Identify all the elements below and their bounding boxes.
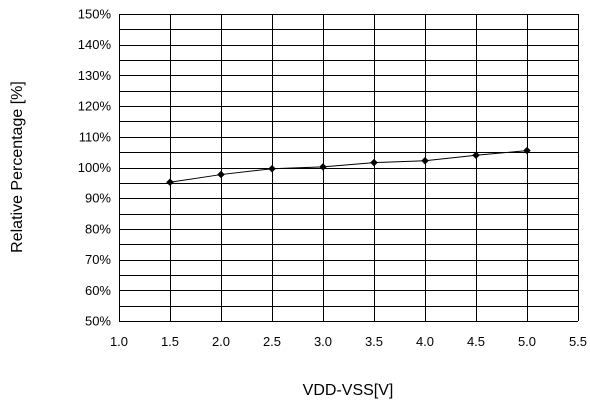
y-tick-label: 70% bbox=[85, 252, 111, 267]
x-tick-label: 1.0 bbox=[110, 334, 128, 349]
x-tick-label: 2.5 bbox=[263, 334, 281, 349]
x-tick-label: 2.0 bbox=[212, 334, 230, 349]
y-tick-label: 100% bbox=[78, 160, 112, 175]
x-axis-tick-labels: 1.0 1.5 2.0 2.5 3.0 3.5 4.0 4.5 5.0 5.5 bbox=[110, 334, 587, 349]
y-tick-label: 130% bbox=[78, 68, 112, 83]
y-axis-label: Relative Percentage [%] bbox=[9, 81, 26, 253]
x-tick-label: 1.5 bbox=[161, 334, 179, 349]
x-tick-label: 4.5 bbox=[467, 334, 485, 349]
x-tick-label: 5.5 bbox=[569, 334, 587, 349]
y-tick-label: 110% bbox=[79, 129, 112, 144]
series-line bbox=[169, 150, 528, 183]
y-tick-label: 120% bbox=[78, 99, 112, 114]
data-point bbox=[523, 146, 531, 155]
gridlines bbox=[119, 14, 579, 322]
x-tick-label: 3.5 bbox=[365, 334, 383, 349]
plot-area bbox=[119, 14, 578, 321]
data-point bbox=[268, 164, 276, 173]
y-tick-label: 140% bbox=[78, 37, 112, 52]
data-point bbox=[217, 170, 225, 179]
data-point bbox=[166, 178, 174, 187]
data-point bbox=[370, 158, 378, 167]
data-point bbox=[472, 151, 480, 160]
x-tick-label: 4.0 bbox=[416, 334, 434, 349]
y-tick-label: 50% bbox=[85, 314, 111, 329]
y-tick-label: 90% bbox=[85, 191, 111, 206]
x-tick-label: 5.0 bbox=[518, 334, 536, 349]
x-tick-label: 3.0 bbox=[314, 334, 332, 349]
y-tick-label: 150% bbox=[78, 7, 112, 22]
x-axis-label: VDD-VSS[V] bbox=[303, 382, 394, 399]
data-series bbox=[166, 146, 531, 187]
data-point bbox=[421, 156, 429, 165]
y-tick-label: 80% bbox=[85, 221, 111, 236]
y-tick-label: 60% bbox=[85, 283, 111, 298]
data-point bbox=[319, 163, 327, 171]
y-axis-tick-labels: 50% 60% 70% 80% 90% 100% 110% 120% 130% 140% 150% bbox=[78, 7, 112, 329]
